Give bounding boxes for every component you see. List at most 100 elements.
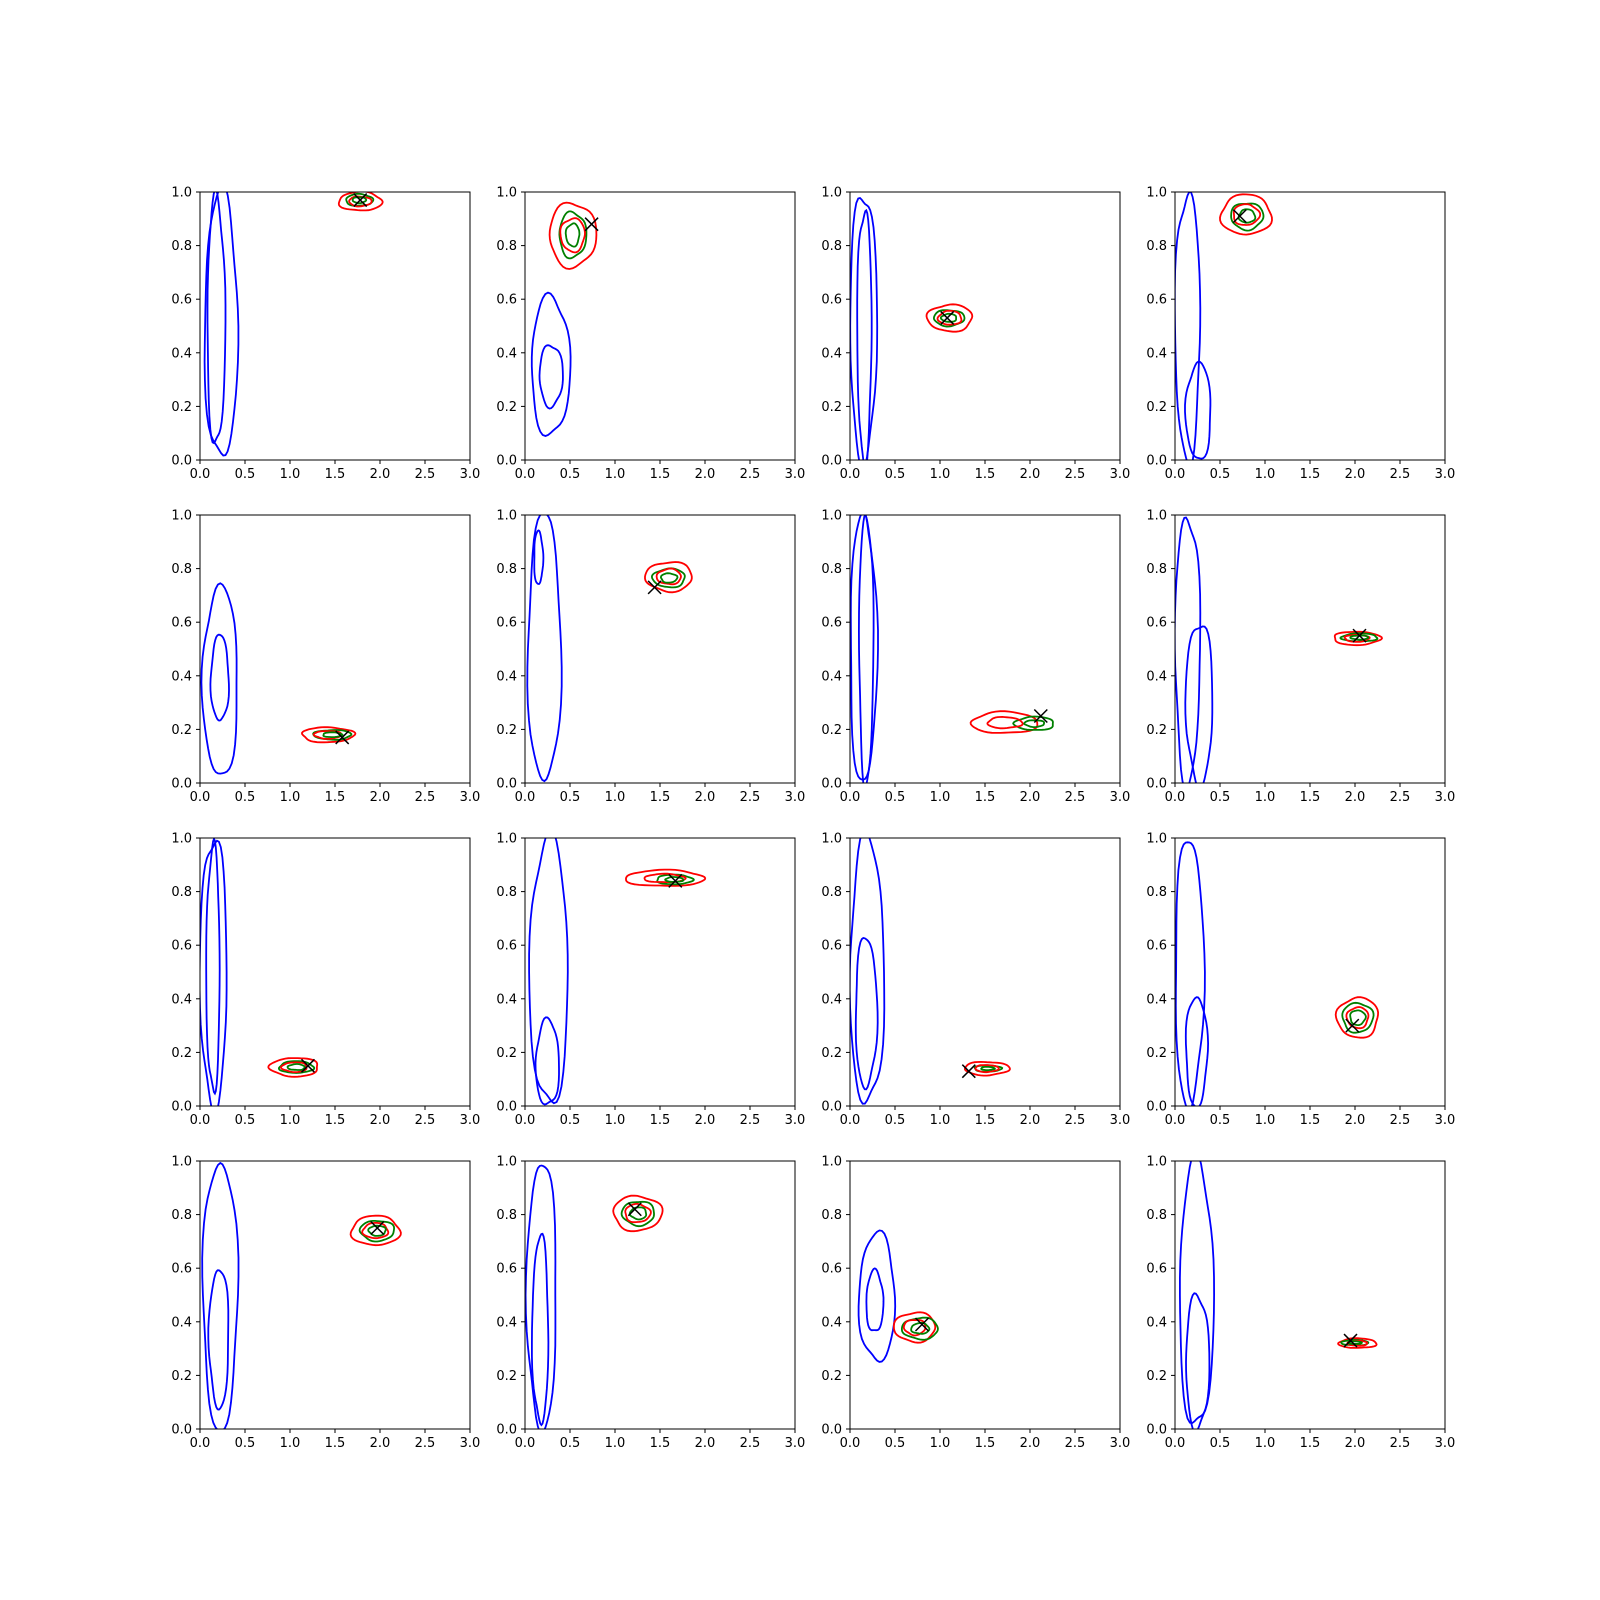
y-tick-label: 0.8	[1146, 562, 1167, 577]
x-tick-label: 2.5	[415, 1113, 436, 1128]
x-tick-label: 0.0	[190, 467, 211, 482]
x-tick-label: 3.0	[460, 467, 481, 482]
approx-contour	[1230, 202, 1265, 232]
y-tick-label: 0.8	[821, 562, 842, 577]
x-tick-label: 3.0	[1110, 1113, 1131, 1128]
y-tick-label: 0.6	[496, 1262, 517, 1277]
x-tick-label: 0.0	[840, 467, 861, 482]
y-tick-label: 0.2	[821, 1046, 842, 1061]
x-tick-label: 2.5	[1065, 467, 1086, 482]
y-tick-label: 0.0	[821, 454, 842, 469]
y-tick-label: 0.0	[171, 777, 192, 792]
y-tick-label: 0.8	[1146, 1208, 1167, 1223]
x-tick-label: 2.5	[415, 1436, 436, 1451]
x-tick-label: 2.5	[1390, 790, 1411, 805]
true-value-marker	[1343, 1333, 1358, 1348]
approx-contour	[1012, 715, 1054, 731]
subplot-9: 0.0 0.5 1.0 1.5 2.0 2.5 3.0 0.0 0.2 0.4 0.6 0.8 1.0	[171, 832, 480, 1129]
x-tick-label: 1.0	[280, 1113, 301, 1128]
true-value-marker	[668, 873, 683, 888]
posterior-contour-outer	[548, 201, 598, 270]
plot-area	[200, 838, 319, 1106]
y-tick-label: 0.6	[496, 293, 517, 308]
plot-area	[203, 192, 384, 457]
prior-contour	[1184, 625, 1214, 783]
x-tick-label: 0.5	[885, 1113, 906, 1128]
axes-frame	[1174, 837, 1446, 1107]
plot-area	[850, 196, 974, 460]
y-tick-label: 1.0	[496, 186, 517, 201]
plot-area	[1175, 516, 1383, 783]
y-tick-label: 0.2	[821, 1369, 842, 1384]
x-tick-label: 3.0	[785, 790, 806, 805]
x-tick-label: 0.0	[840, 1113, 861, 1128]
x-tick-label: 2.0	[695, 1436, 716, 1451]
y-tick-label: 0.6	[1146, 616, 1167, 631]
subplot-4: 0.0 0.5 1.0 1.5 2.0 2.5 3.0 0.0 0.2 0.4 0.6 0.8 1.0	[1146, 186, 1455, 483]
prior-contour	[525, 1164, 557, 1429]
x-tick-label: 0.5	[885, 467, 906, 482]
true-value-marker	[647, 580, 662, 595]
prior-contour	[1184, 360, 1212, 460]
y-tick-label: 0.4	[496, 992, 517, 1007]
approx-contour	[1341, 1001, 1375, 1034]
y-tick-label: 0.2	[821, 400, 842, 415]
x-tick-label: 0.5	[235, 1436, 256, 1451]
x-tick-label: 2.5	[1065, 1113, 1086, 1128]
y-tick-label: 0.4	[496, 669, 517, 684]
posterior-contour-inner	[1345, 1006, 1370, 1030]
x-tick-label: 2.5	[740, 467, 761, 482]
approx-contour	[358, 1220, 396, 1243]
y-tick-label: 0.2	[496, 400, 517, 415]
approx-contour-inner	[939, 312, 957, 323]
subplot-7: 0.0 0.5 1.0 1.5 2.0 2.5 3.0 0.0 0.2 0.4 0.6 0.8 1.0	[821, 509, 1130, 806]
x-tick-label: 2.5	[1390, 1113, 1411, 1128]
posterior-contour-inner	[974, 1064, 1000, 1074]
y-tick-label: 0.4	[496, 346, 517, 361]
true-value-marker	[914, 1317, 930, 1332]
x-tick-label: 3.0	[1110, 467, 1131, 482]
x-tick-label: 2.5	[1065, 790, 1086, 805]
x-tick-label: 3.0	[1435, 790, 1456, 805]
y-tick-label: 0.0	[821, 777, 842, 792]
plot-area	[857, 1229, 939, 1363]
prior-contour	[534, 1016, 560, 1106]
posterior-contour-outer	[612, 1194, 664, 1233]
y-tick-label: 0.0	[1146, 1100, 1167, 1115]
prior-contour	[854, 937, 879, 1091]
x-tick-label: 0.5	[560, 1113, 581, 1128]
posterior-contour-outer	[625, 868, 707, 887]
x-tick-label: 0.0	[190, 790, 211, 805]
posterior-contour-outer	[893, 1311, 937, 1344]
x-tick-label: 2.0	[1020, 790, 1041, 805]
y-tick-label: 0.8	[171, 239, 192, 254]
prior-contour	[1184, 996, 1210, 1106]
x-tick-label: 2.0	[370, 467, 391, 482]
prior-contour	[865, 1267, 885, 1332]
y-tick-label: 1.0	[496, 1155, 517, 1170]
y-tick-label: 0.2	[171, 1369, 192, 1384]
posterior-contour-outer	[644, 561, 693, 594]
y-tick-label: 1.0	[1146, 1155, 1167, 1170]
y-tick-label: 0.8	[171, 1208, 192, 1223]
posterior-contour-outer	[1333, 630, 1383, 647]
true-value-marker	[627, 1202, 642, 1217]
posterior-contour-outer	[337, 192, 384, 212]
x-tick-label: 0.0	[190, 1436, 211, 1451]
y-tick-label: 0.6	[171, 1262, 192, 1277]
x-tick-label: 0.5	[1210, 790, 1231, 805]
x-tick-label: 1.0	[605, 790, 626, 805]
plot-area	[850, 515, 1054, 783]
y-tick-label: 0.2	[1146, 400, 1167, 415]
approx-contour	[901, 1316, 939, 1341]
x-tick-label: 0.0	[1165, 467, 1186, 482]
y-tick-label: 0.4	[1146, 669, 1167, 684]
posterior-contour-outer	[925, 303, 974, 333]
x-tick-label: 1.0	[605, 1436, 626, 1451]
subplot-14: 0.0 0.5 1.0 1.5 2.0 2.5 3.0 0.0 0.2 0.4 0.6 0.8 1.0	[496, 1155, 805, 1452]
prior-contour	[856, 208, 873, 460]
approx-contour-inner	[1347, 1340, 1363, 1345]
y-tick-label: 0.2	[821, 723, 842, 738]
y-tick-label: 0.0	[1146, 1423, 1167, 1438]
posterior-contour-outer	[1337, 1337, 1378, 1349]
